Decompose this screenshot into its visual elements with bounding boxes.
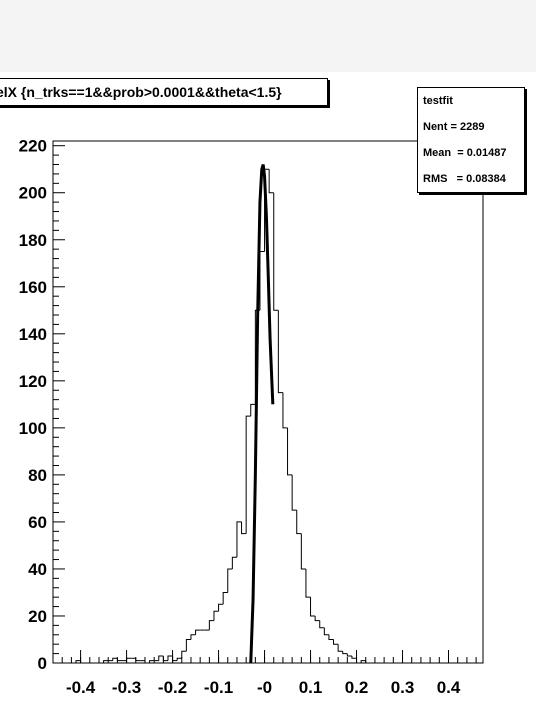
stats-rms: RMS = 0.08384 [423, 173, 506, 185]
histogram-bin [351, 655, 357, 659]
canvas-top-band [0, 0, 536, 72]
x-tick-label: 0.2 [345, 678, 369, 697]
histogram-bin [185, 638, 191, 652]
x-tick-label: -0 [257, 678, 272, 697]
x-axis: -0.4 -0.3 -0.2 -0.1 -0 0.1 0.2 0.3 0.4 [52, 650, 477, 697]
histogram-bin [75, 660, 81, 663]
histogram-bin [328, 634, 334, 640]
histogram-bin [268, 169, 274, 194]
histogram-bin [337, 644, 343, 652]
y-tick-label: 120 [19, 372, 47, 391]
histogram-bin [222, 591, 228, 605]
histogram-bin [277, 310, 283, 394]
histogram-bin [346, 653, 352, 657]
histogram-title: elX {n_trks==1&&prob>0.0001&&theta<1.5} [0, 84, 282, 100]
histogram-bin [218, 603, 224, 612]
y-tick-label: 80 [28, 466, 47, 485]
y-tick-label: 140 [19, 325, 47, 344]
histogram-title-box: elX {n_trks==1&&prob>0.0001&&theta<1.5} [0, 78, 328, 106]
histogram-bin [190, 634, 196, 640]
histogram-bin [162, 655, 168, 662]
stats-entries: Nent = 2289 [423, 121, 485, 133]
histogram-bin [213, 610, 219, 621]
y-tick-label: 40 [28, 560, 47, 579]
y-tick-label: 160 [19, 278, 47, 297]
stats-name: testfit [423, 95, 453, 107]
histogram-bin [365, 660, 371, 664]
gaussian-fit-curve [249, 164, 275, 664]
histogram-bin [227, 568, 233, 593]
y-tick-label: 200 [19, 184, 47, 203]
histogram-bin [241, 521, 247, 535]
y-tick-label: 100 [19, 419, 47, 438]
histogram-bin [250, 403, 256, 417]
histogram-bin [103, 660, 109, 663]
histogram-bin [195, 629, 201, 635]
histogram-bin [319, 620, 325, 629]
histogram-bin [80, 660, 86, 664]
histogram-bin [310, 597, 316, 617]
y-axis: 0 20 40 60 80 100 120 140 160 180 200 220 [19, 137, 65, 673]
y-tick-label: 60 [28, 513, 47, 532]
y-tick-label: 20 [28, 607, 47, 626]
histogram-bin [291, 474, 297, 511]
histogram-bin [314, 615, 320, 622]
histogram-bin [356, 658, 362, 664]
histogram-bin [112, 657, 118, 661]
histogram-bin [323, 627, 329, 636]
histogram-bin [236, 521, 242, 558]
histogram-bin [360, 660, 366, 663]
histogram-bin [273, 192, 279, 311]
histogram-bin [208, 620, 214, 631]
histogram-bin [144, 660, 150, 664]
histogram-bin [342, 651, 348, 655]
x-tick-label: 0.1 [299, 678, 323, 697]
histogram-bin [116, 658, 122, 662]
histogram-bin [300, 533, 306, 570]
histogram-bin [333, 639, 339, 645]
histogram-bins [53, 168, 481, 664]
histogram-bin [181, 650, 187, 659]
histogram-bin [149, 660, 155, 663]
x-tick-label: -0.4 [66, 678, 96, 697]
x-tick-label: -0.1 [204, 678, 233, 697]
stats-box: testfit Nent = 2289 Mean = 0.01487 RMS =… [417, 87, 525, 193]
x-tick-label: -0.3 [112, 678, 141, 697]
histogram-bin [245, 415, 251, 534]
histogram-bin [305, 568, 311, 598]
plot-frame [52, 140, 484, 664]
y-tick-label: 220 [19, 137, 47, 156]
histogram-bin [135, 658, 141, 662]
y-tick-label: 0 [38, 654, 47, 673]
histogram-bin [287, 427, 293, 476]
x-tick-label: 0.3 [391, 678, 415, 697]
histogram-bin [126, 657, 132, 661]
histogram-bin [172, 655, 178, 662]
histogram-bin [176, 657, 182, 661]
histogram-bin [282, 392, 288, 429]
x-tick-label: 0.4 [437, 678, 461, 697]
histogram-bin [158, 655, 164, 661]
y-tick-label: 180 [19, 231, 47, 250]
histogram-bin [296, 510, 302, 535]
x-tick-label: -0.2 [158, 678, 187, 697]
histogram-bin [259, 251, 265, 311]
stats-mean: Mean = 0.01487 [423, 147, 507, 159]
histogram-bin [167, 655, 173, 661]
histogram-bin [231, 556, 237, 569]
